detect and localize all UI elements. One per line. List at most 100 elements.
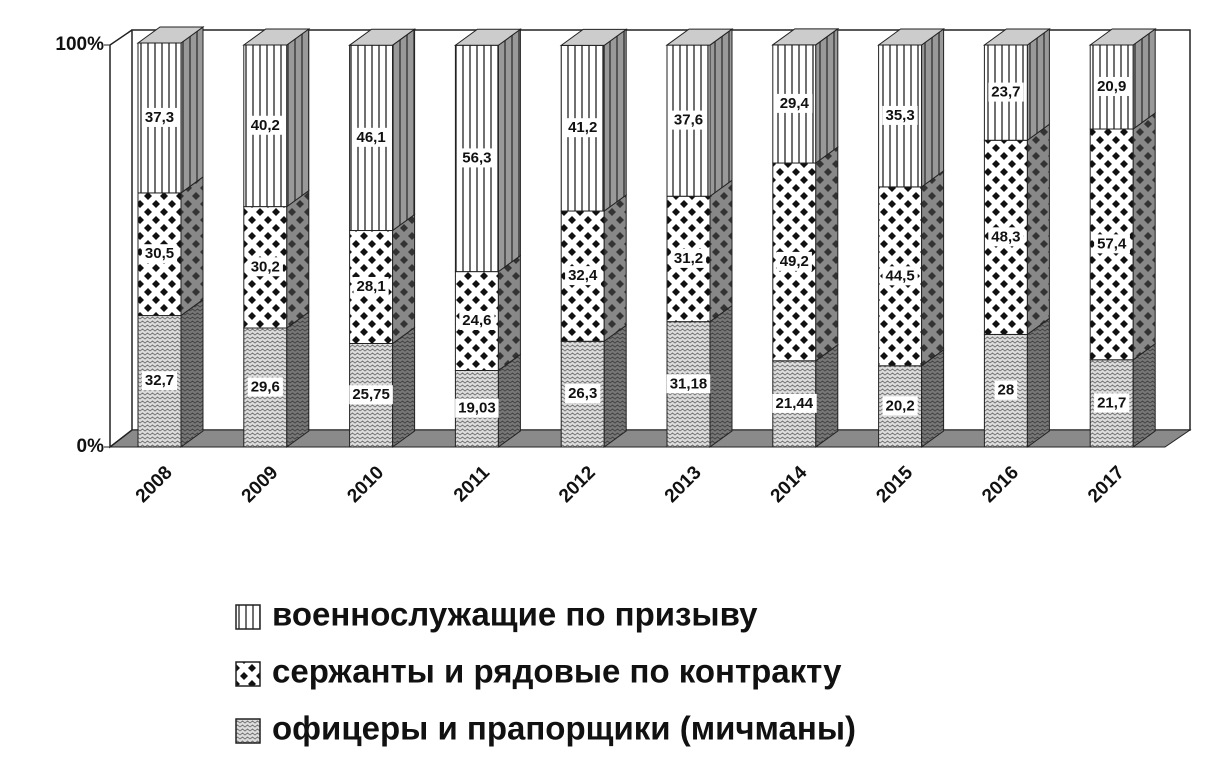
bar-side	[603, 194, 627, 343]
bar-side	[815, 343, 839, 448]
bar-side	[815, 27, 839, 165]
bar-side	[180, 175, 204, 317]
value-label-box	[882, 105, 918, 125]
value-label-box	[247, 257, 283, 277]
bar-side	[709, 304, 733, 448]
x-tick-label: 2010	[343, 462, 388, 507]
value-label: 31,18	[670, 375, 708, 392]
y-tick-label: 0%	[77, 436, 105, 457]
legend-swatch	[235, 718, 261, 744]
x-tick-label: 2013	[661, 462, 706, 507]
bar-side	[603, 324, 627, 448]
bar-side	[286, 311, 310, 448]
value-label: 40,2	[251, 117, 280, 134]
value-label-box	[670, 248, 707, 268]
value-label-box	[776, 93, 813, 113]
bar-side	[1132, 342, 1156, 448]
value-label-box	[247, 377, 283, 397]
value-label-box	[247, 115, 283, 135]
bar-side	[921, 28, 945, 188]
value-label: 20,9	[1097, 78, 1126, 95]
value-label-box	[1094, 234, 1130, 254]
legend-label: военнослужащие по призыву	[272, 596, 758, 633]
bar-top	[877, 28, 946, 46]
value-label: 46,1	[356, 129, 385, 146]
bar-side	[815, 146, 839, 362]
value-label-box	[1094, 393, 1130, 413]
value-label-box	[882, 396, 918, 416]
bar-side	[180, 298, 204, 448]
value-label-box	[349, 385, 393, 405]
value-label-box	[141, 107, 178, 127]
legend-swatch	[235, 604, 261, 630]
value-label: 56,3	[462, 149, 491, 166]
bar-top	[771, 28, 840, 46]
bar-top	[136, 26, 205, 44]
bar-top	[665, 28, 734, 46]
value-label-box	[776, 251, 812, 271]
value-label-box	[141, 244, 178, 264]
x-tick-label: 2012	[555, 462, 600, 507]
value-label: 37,3	[145, 109, 174, 126]
value-label-box	[988, 82, 1024, 102]
bar-top	[559, 28, 628, 46]
bar-side	[709, 28, 733, 198]
value-label: 25,75	[352, 386, 390, 403]
bar-top	[1088, 28, 1157, 46]
value-label-box	[455, 398, 499, 418]
bar-top	[348, 28, 417, 46]
legend-label: сержанты и рядовые по контракту	[272, 653, 842, 690]
bar-side	[497, 28, 521, 273]
value-label-box	[565, 266, 601, 286]
value-label-box	[988, 227, 1024, 247]
bar-side	[603, 28, 627, 213]
value-label: 28,1	[356, 278, 385, 295]
value-label: 28	[998, 382, 1015, 399]
value-label-box	[994, 380, 1018, 400]
value-label: 19,03	[458, 400, 496, 417]
value-label: 24,6	[462, 312, 491, 329]
value-label-box	[772, 393, 817, 413]
bar-side	[180, 26, 204, 194]
x-tick-label: 2008	[132, 462, 177, 507]
bar-side	[392, 213, 416, 345]
value-label: 37,6	[674, 112, 703, 129]
value-label-box	[670, 110, 707, 130]
bar-side	[1026, 28, 1050, 142]
value-label: 29,4	[780, 95, 810, 112]
bar-side	[1132, 28, 1156, 130]
bar-side	[709, 179, 733, 323]
bar-side	[286, 189, 310, 329]
value-label-box	[882, 266, 918, 286]
value-label: 29,6	[251, 378, 280, 395]
value-label-box	[353, 127, 389, 147]
left-wall	[109, 29, 133, 449]
value-label: 23,7	[991, 84, 1020, 101]
x-tick-label: 2014	[767, 462, 812, 507]
bar-side	[1026, 123, 1050, 336]
value-label: 57,4	[1097, 235, 1127, 252]
value-label-box	[459, 148, 495, 168]
x-tick-label: 2011	[450, 462, 494, 506]
value-label-box	[353, 276, 389, 296]
x-tick-label: 2015	[872, 462, 917, 507]
value-label: 35,3	[885, 107, 914, 124]
legend-swatch	[235, 661, 261, 687]
bar-side	[392, 326, 416, 448]
bar-side	[497, 254, 521, 372]
value-label-box	[565, 384, 601, 404]
bar-side	[921, 169, 945, 367]
bar-top	[453, 28, 522, 46]
value-label-box	[666, 374, 711, 394]
bar-side	[921, 348, 945, 448]
x-tick-label: 2017	[1084, 462, 1129, 507]
x-tick-label: 2009	[238, 462, 283, 507]
value-label: 48,3	[991, 228, 1020, 245]
value-label: 32,7	[145, 372, 174, 389]
value-label: 20,2	[885, 397, 914, 414]
value-label-box	[459, 311, 495, 331]
value-label: 21,44	[776, 395, 814, 412]
value-label: 41,2	[568, 119, 597, 136]
bar-side	[1132, 112, 1156, 361]
